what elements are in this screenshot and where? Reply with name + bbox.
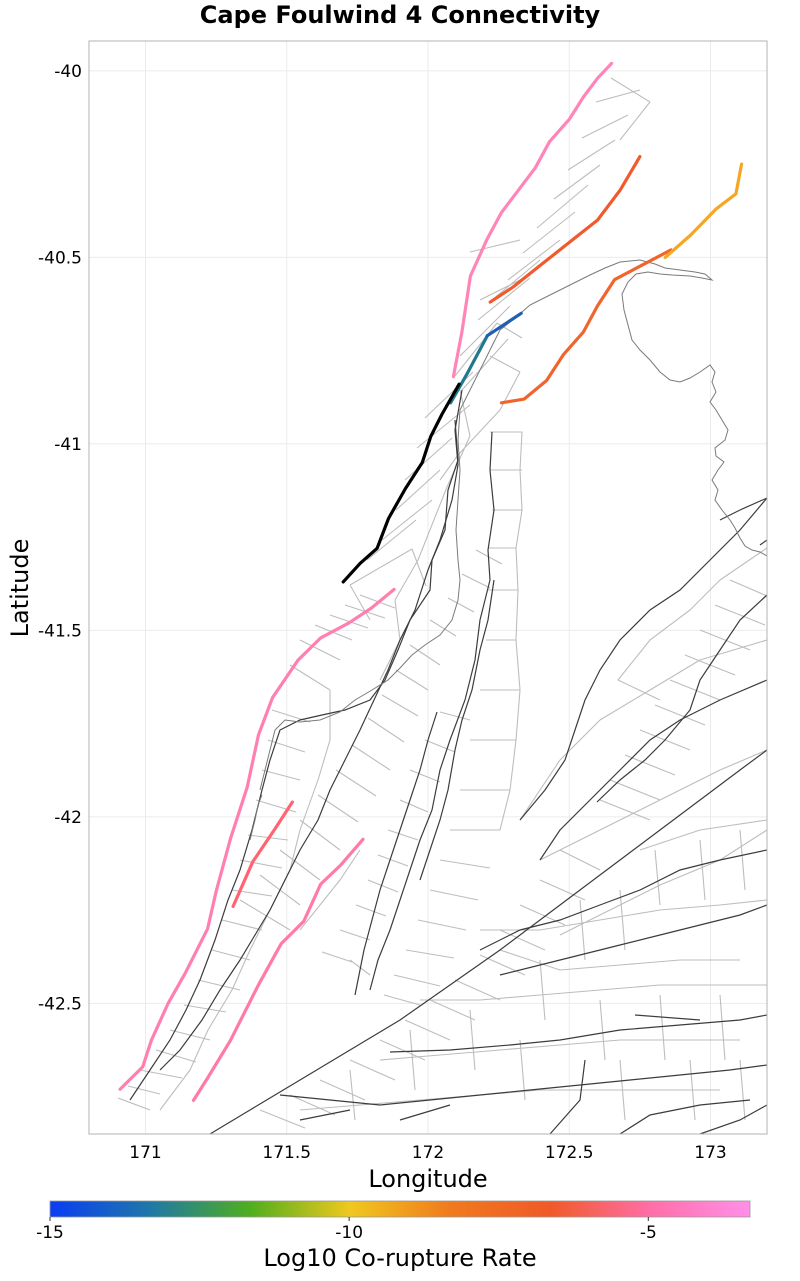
- connected-fault-8: [449, 334, 489, 405]
- connected-fault-3: [191, 837, 365, 1102]
- target-fault: [341, 382, 461, 584]
- x-tick-label: 172: [412, 1143, 444, 1163]
- colorbar: [49, 1200, 751, 1218]
- colorbar-tick-label: -15: [36, 1223, 64, 1243]
- trace-nelson: [719, 497, 767, 546]
- x-tick-label: 171.5: [262, 1143, 311, 1163]
- connectivity-ruptures: [118, 61, 744, 1102]
- connected-fault-9: [485, 311, 523, 338]
- connected-fault-5: [488, 155, 642, 304]
- colorbar-tick-label: -5: [640, 1223, 657, 1243]
- x-tick-label: 173: [694, 1143, 726, 1163]
- y-tick-label: -40.5: [38, 248, 82, 268]
- y-tick-label: -41.5: [38, 621, 82, 641]
- y-tick-label: -40: [54, 62, 82, 82]
- trace-east-c: [539, 679, 767, 861]
- x-axis-label: Longitude: [368, 1165, 487, 1193]
- colorbar-ticks: -15 -10 -5: [36, 1217, 657, 1243]
- trace-east-f: [389, 1014, 767, 1053]
- colorbar-label: Log10 Co-rupture Rate: [263, 1244, 536, 1272]
- section-polygons-cape-foulwind: [349, 77, 651, 621]
- y-axis-label: Latitude: [6, 539, 34, 638]
- y-tick-label: -41: [54, 435, 82, 455]
- y-axis-ticks: -40 -40.5 -41 -41.5 -42 -42.5: [38, 62, 82, 1015]
- gridlines: [89, 41, 767, 1134]
- chart-title: Cape Foulwind 4 Connectivity: [200, 1, 601, 29]
- x-axis-ticks: 171 171.5 172 172.5 173: [129, 1143, 726, 1163]
- section-polygons-inland-ranges: [239, 431, 523, 1006]
- trace-east-g: [279, 1064, 767, 1106]
- fault-traces: [129, 389, 767, 1134]
- y-tick-label: -42: [54, 808, 82, 828]
- trace-east-e: [499, 904, 767, 976]
- connected-fault-7: [663, 162, 744, 259]
- trace-east-a: [519, 497, 767, 821]
- connected-fault-2: [118, 587, 396, 1091]
- y-tick-label: -42.5: [38, 994, 82, 1014]
- coastline: [249, 259, 767, 841]
- map-layers: [117, 61, 767, 1134]
- connected-fault-4: [231, 800, 294, 908]
- connected-fault-1: [451, 61, 614, 379]
- trace-east-d: [479, 849, 767, 951]
- trace-alpine: [209, 749, 767, 1134]
- trace-east-h: [299, 1014, 767, 1134]
- colorbar-tick-label: -10: [335, 1223, 363, 1243]
- x-tick-label: 171: [129, 1143, 161, 1163]
- trace-inland-a: [369, 431, 495, 991]
- trace-inland-c: [354, 711, 438, 996]
- trace-west-coast-b: [159, 389, 463, 1071]
- x-tick-label: 172.5: [545, 1143, 594, 1163]
- trace-inland-b: [419, 579, 495, 881]
- trace-east-b: [596, 594, 767, 803]
- connected-fault-6: [499, 248, 673, 405]
- plot-border: [88, 40, 768, 1135]
